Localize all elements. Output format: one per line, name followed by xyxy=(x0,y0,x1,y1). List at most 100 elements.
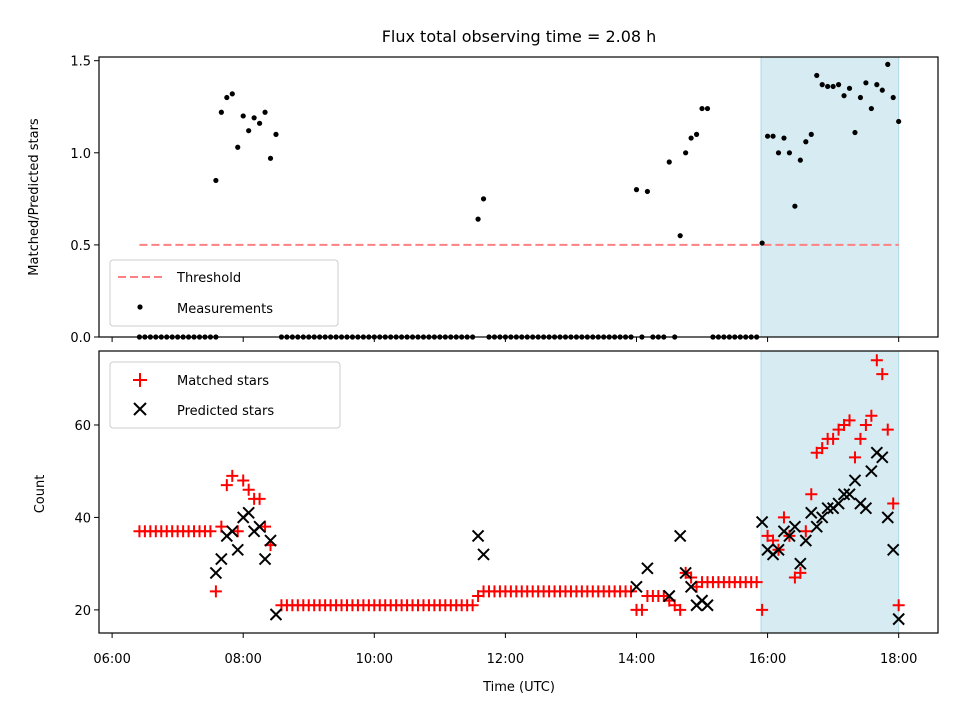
measurement-point xyxy=(218,109,224,115)
predicted-star-point xyxy=(755,515,769,529)
measurement-point xyxy=(890,94,896,101)
predicted-star-point xyxy=(209,566,223,580)
ratio-x-axis xyxy=(111,337,900,342)
measurement-point xyxy=(644,188,651,195)
measurement-point xyxy=(814,72,820,79)
matched-star-point xyxy=(242,483,255,496)
measurement-point xyxy=(633,187,640,193)
ratio-plot-frame xyxy=(98,56,939,338)
count-x-axis: 06:00 08:00 10:00 12:00 14:00 16:00 18:00 xyxy=(93,633,917,667)
matched-star-point xyxy=(799,525,812,538)
legend-matched-label: Matched stars xyxy=(177,374,269,389)
matched-star-point xyxy=(876,368,889,381)
predicted-star-point xyxy=(876,451,889,464)
predicted-star-point xyxy=(663,589,676,603)
count-panel: 20 40 60 06:00 08:00 10:00 12:00 14:00 16:00 18:… xyxy=(33,350,939,695)
measurement-point xyxy=(251,115,257,121)
measurement-point xyxy=(699,105,705,112)
matched-legend-swatch xyxy=(133,373,147,387)
matched-star-point xyxy=(237,474,250,487)
measurements-legend-swatch xyxy=(137,304,143,310)
measurement-point xyxy=(475,216,481,222)
predicted-star-point xyxy=(881,511,894,524)
matched-star-point xyxy=(827,432,840,445)
measurement-point xyxy=(775,150,782,156)
measurement-point xyxy=(262,109,268,115)
measurement-point xyxy=(240,113,246,119)
x-tick-label: 14:00 xyxy=(618,652,655,667)
measurement-point xyxy=(808,131,814,137)
predicted-star-point xyxy=(269,608,283,621)
measurement-point xyxy=(852,129,858,136)
predicted-star-point xyxy=(788,520,802,533)
x-tick-label: 08:00 xyxy=(224,652,261,667)
count-plot-frame xyxy=(98,350,939,634)
predicted-star-point xyxy=(253,520,266,533)
measurement-point xyxy=(267,155,274,161)
measurement-point xyxy=(896,118,902,125)
measurement-point xyxy=(213,177,219,184)
matched-star-point xyxy=(204,525,217,538)
y-tick-label: 40 xyxy=(74,511,91,526)
matched-star-point xyxy=(865,409,878,422)
count-legend-box xyxy=(109,361,341,429)
measurement-point xyxy=(863,80,869,86)
predicted-star-point xyxy=(641,562,654,575)
predicted-star-point xyxy=(673,529,687,543)
matched-star-point xyxy=(756,603,769,616)
matched-star-point xyxy=(887,497,900,510)
ratio-legend: Threshold Measurements xyxy=(109,259,339,327)
measurement-point xyxy=(229,91,235,97)
matched-star-point xyxy=(859,418,872,431)
measurement-point xyxy=(759,240,765,246)
predicted-star-point xyxy=(805,506,818,520)
predicted-star-point xyxy=(821,501,834,515)
measurement-point xyxy=(273,131,279,137)
matched-star-point xyxy=(750,576,763,589)
predicted-star-point xyxy=(215,552,228,566)
measurement-point xyxy=(885,61,891,67)
measurement-point xyxy=(830,83,836,90)
matched-star-point xyxy=(870,354,883,367)
measurement-point xyxy=(666,159,672,165)
x-axis-label: Time (UTC) xyxy=(482,680,555,695)
highlight-span-top xyxy=(760,56,900,338)
matched-star-point xyxy=(209,585,222,598)
count-legend: Matched stars Predicted stars xyxy=(109,361,341,429)
measurement-point xyxy=(235,144,241,150)
matched-star-point xyxy=(231,525,244,538)
y-tick-label: 0.0 xyxy=(70,331,91,346)
measurement-point xyxy=(835,82,842,88)
x-tick-label: 16:00 xyxy=(749,652,786,667)
measurement-point xyxy=(825,83,831,90)
y-tick-label: 20 xyxy=(74,604,91,619)
legend-measurements-label: Measurements xyxy=(177,302,273,317)
matched-star-point xyxy=(226,469,239,482)
predicted-star-point xyxy=(837,488,851,501)
predicted-star-point xyxy=(772,543,785,556)
highlight-span-bottom xyxy=(760,350,900,634)
matched-star-point xyxy=(805,488,818,501)
x-tick-label: 06:00 xyxy=(93,652,130,667)
matched-star-point xyxy=(220,479,233,492)
predicted-star-point xyxy=(794,557,807,570)
predicted-legend-swatch xyxy=(133,402,147,416)
predicted-star-point xyxy=(226,525,239,538)
x-tick-label: 10:00 xyxy=(356,652,393,667)
measurement-point xyxy=(688,135,694,141)
measurement-point xyxy=(677,233,683,239)
predicted-star-point xyxy=(264,534,277,547)
measurement-point xyxy=(224,94,230,101)
predicted-star-point xyxy=(815,511,829,524)
ratio-y-axis: 0.0 0.5 1.0 1.5 xyxy=(70,55,99,346)
legend-predicted-label: Predicted stars xyxy=(177,404,274,419)
predicted-star-point xyxy=(865,464,878,478)
matched-star-point xyxy=(816,442,829,455)
measurement-point xyxy=(781,135,787,141)
x-tick-label: 12:00 xyxy=(487,652,524,667)
ratio-panel: 0.0 0.5 1.0 1.5 Matched/Predicted stars Thr… xyxy=(27,55,939,346)
measurement-point xyxy=(819,82,825,88)
predicted-star-point xyxy=(799,534,813,547)
predicted-star-point xyxy=(242,506,255,520)
